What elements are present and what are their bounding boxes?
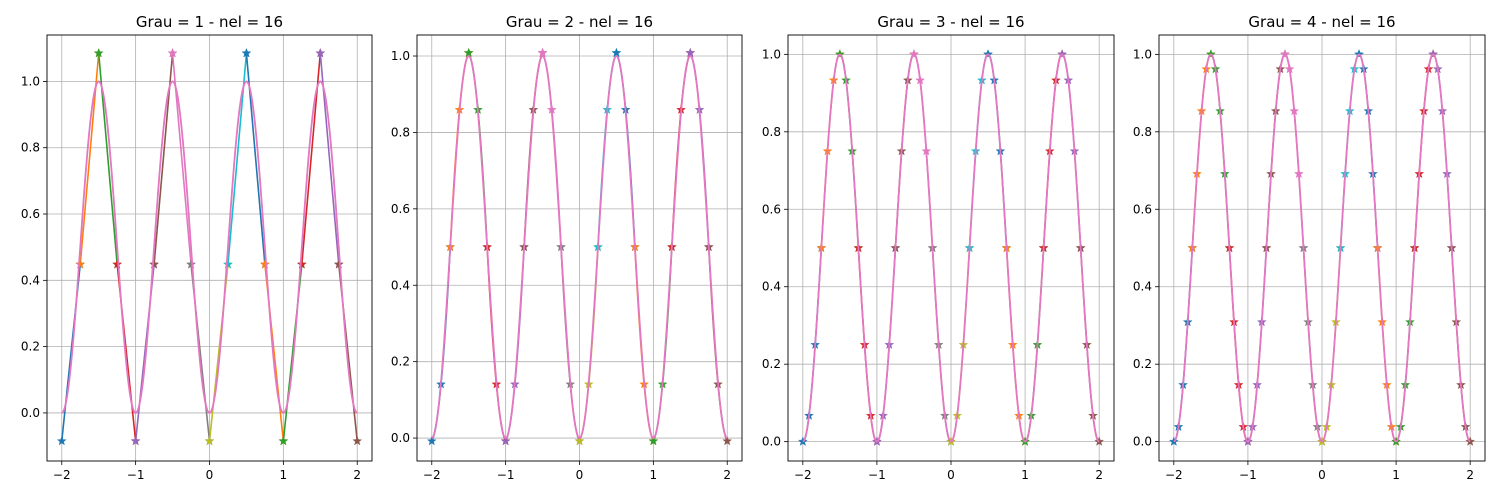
y-tick-label: 0.4 bbox=[1133, 280, 1152, 294]
subplot-grau-1: −2 −1 0 1 2 0.0 0.2 0.4 0.6 0.8 1.0 Grau = 1 - nel… bbox=[21, 13, 373, 482]
element-marker bbox=[611, 47, 622, 58]
y-tick-label: 0.4 bbox=[391, 278, 410, 292]
x-tick-label: 2 bbox=[1466, 468, 1474, 482]
ticks: −2 −1 0 1 2 0.0 0.2 0.4 0.6 0.8 1.0 bbox=[762, 47, 1103, 482]
subplot-grau-3: −2 −1 0 1 2 0.0 0.2 0.4 0.6 0.8 1.0 Grau = 3 - nel… bbox=[762, 13, 1115, 482]
ticks: −2 −1 0 1 2 0.0 0.2 0.4 0.6 0.8 1.0 bbox=[21, 74, 361, 482]
element-marker bbox=[204, 435, 215, 446]
y-tick-label: 1.0 bbox=[21, 74, 40, 88]
y-tick-label: 0.6 bbox=[21, 207, 40, 221]
exact-curve bbox=[61, 80, 358, 414]
axes-frame bbox=[46, 34, 373, 462]
axes-frame bbox=[787, 34, 1115, 462]
y-tick-label: 0.8 bbox=[1133, 125, 1152, 139]
axes-frame bbox=[416, 34, 743, 462]
element-marker bbox=[426, 435, 437, 446]
ticks: −2 −1 0 1 2 0.0 0.2 0.4 0.6 0.8 1.0 bbox=[1133, 47, 1474, 482]
y-tick-label: 0.8 bbox=[762, 125, 781, 139]
x-tick-label: 1 bbox=[650, 468, 658, 482]
y-tick-label: 0.2 bbox=[21, 340, 40, 354]
x-tick-label: −2 bbox=[53, 468, 71, 482]
y-tick-label: 0.6 bbox=[762, 202, 781, 216]
subplot-grau-2: −2 −1 0 1 2 0.0 0.2 0.4 0.6 0.8 1.0 Grau = 2 - nel… bbox=[391, 13, 743, 482]
element-marker bbox=[223, 259, 233, 269]
y-tick-label: 0.2 bbox=[1133, 357, 1152, 371]
x-tick-label: 0 bbox=[206, 468, 214, 482]
y-tick-label: 0.4 bbox=[21, 273, 40, 287]
x-tick-label: −1 bbox=[127, 468, 145, 482]
y-tick-label: 1.0 bbox=[762, 47, 781, 61]
axes-frame bbox=[1158, 34, 1486, 462]
element-marker bbox=[130, 435, 141, 446]
x-tick-label: 1 bbox=[280, 468, 288, 482]
element-marker bbox=[56, 435, 67, 446]
element-marker bbox=[500, 435, 511, 446]
element-marker bbox=[167, 48, 178, 58]
x-tick-label: −2 bbox=[423, 468, 441, 482]
element-marker bbox=[315, 48, 326, 58]
exact-curve bbox=[1173, 53, 1471, 443]
x-tick-label: −1 bbox=[1239, 468, 1257, 482]
plot-area: −2 −1 0 1 2 0.0 0.2 0.4 0.6 0.8 1.0 bbox=[762, 35, 1114, 482]
y-tick-label: 0.0 bbox=[1133, 435, 1152, 449]
x-tick-label: 1 bbox=[1392, 468, 1400, 482]
subplot-title: Grau = 3 - nel = 16 bbox=[877, 13, 1024, 31]
subplot-title: Grau = 1 - nel = 16 bbox=[136, 13, 283, 31]
element-marker bbox=[685, 47, 696, 58]
subplot-title: Grau = 2 - nel = 16 bbox=[506, 13, 653, 31]
x-tick-label: −1 bbox=[497, 468, 515, 482]
y-tick-label: 0.2 bbox=[391, 355, 410, 369]
x-tick-label: −2 bbox=[794, 468, 812, 482]
element-marker bbox=[352, 435, 363, 446]
element-marker bbox=[241, 48, 252, 58]
element-marker bbox=[112, 259, 123, 269]
exact-curve bbox=[431, 54, 728, 440]
y-tick-label: 0.0 bbox=[391, 431, 410, 445]
grid bbox=[788, 35, 1114, 461]
y-tick-label: 1.0 bbox=[1133, 47, 1152, 61]
element-marker bbox=[149, 259, 160, 269]
element-marker bbox=[259, 259, 270, 269]
plot-area: −2 −1 0 1 2 0.0 0.2 0.4 0.6 0.8 1.0 bbox=[21, 35, 372, 482]
subplot-grau-4: −2 −1 0 1 2 0.0 0.2 0.4 0.6 0.8 1.0 Grau = 4 - nel… bbox=[1133, 13, 1486, 482]
x-tick-label: −2 bbox=[1165, 468, 1183, 482]
element-marker bbox=[648, 435, 659, 446]
element-markers bbox=[56, 48, 363, 446]
element-marker bbox=[278, 435, 289, 446]
y-tick-label: 1.0 bbox=[391, 49, 410, 63]
y-tick-label: 0.8 bbox=[391, 125, 410, 139]
x-tick-label: 0 bbox=[947, 468, 955, 482]
element-marker bbox=[75, 259, 86, 269]
element-marker bbox=[296, 259, 307, 269]
y-tick-label: 0.8 bbox=[21, 141, 40, 155]
x-tick-label: 0 bbox=[1318, 468, 1326, 482]
element-marker bbox=[722, 435, 733, 446]
y-tick-label: 0.6 bbox=[1133, 202, 1152, 216]
grid bbox=[1159, 35, 1485, 461]
x-tick-label: 0 bbox=[576, 468, 584, 482]
y-tick-label: 0.0 bbox=[21, 406, 40, 420]
element-marker bbox=[574, 435, 585, 446]
ticks: −2 −1 0 1 2 0.0 0.2 0.4 0.6 0.8 1.0 bbox=[391, 49, 731, 482]
y-tick-label: 0.0 bbox=[762, 435, 781, 449]
x-tick-label: 2 bbox=[1095, 468, 1103, 482]
y-tick-label: 0.4 bbox=[762, 280, 781, 294]
element-marker bbox=[186, 259, 196, 269]
y-tick-label: 0.6 bbox=[391, 202, 410, 216]
plot-area: −2 −1 0 1 2 0.0 0.2 0.4 0.6 0.8 1.0 bbox=[1133, 35, 1485, 482]
x-tick-label: 1 bbox=[1021, 468, 1029, 482]
plot-area: −2 −1 0 1 2 0.0 0.2 0.4 0.6 0.8 1.0 bbox=[391, 35, 742, 482]
subplot-title: Grau = 4 - nel = 16 bbox=[1248, 13, 1395, 31]
element-marker bbox=[463, 47, 474, 58]
element-marker bbox=[93, 48, 104, 58]
x-tick-label: 2 bbox=[723, 468, 731, 482]
x-tick-label: −1 bbox=[868, 468, 886, 482]
y-tick-label: 0.2 bbox=[762, 357, 781, 371]
exact-curve bbox=[802, 53, 1100, 443]
element-marker bbox=[537, 47, 548, 58]
element-marker bbox=[333, 259, 344, 269]
x-tick-label: 2 bbox=[353, 468, 361, 482]
